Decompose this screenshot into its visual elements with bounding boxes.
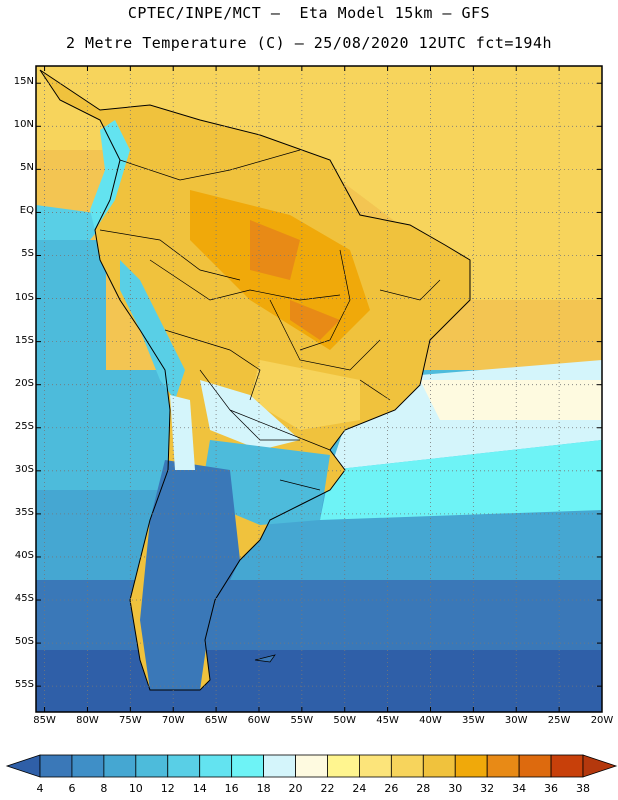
colorbar-label: 22 — [320, 782, 335, 795]
colorbar-label: 10 — [128, 782, 143, 795]
atlantic-cyan-band — [320, 440, 602, 520]
map-field — [36, 66, 602, 712]
pacific-warm-band — [36, 240, 106, 370]
lat-label: 10N — [13, 119, 34, 131]
colorbar-swatch — [518, 754, 552, 778]
colorbar-swatch — [103, 754, 137, 778]
lat-label: 5S — [21, 248, 34, 260]
lon-label: 30W — [504, 715, 528, 726]
colorbar-label: 30 — [448, 782, 463, 795]
lon-label: 75W — [119, 715, 142, 726]
lon-label: 35W — [462, 715, 485, 726]
colorbar-swatch — [295, 754, 328, 778]
lon-label: 20W — [590, 715, 614, 726]
map-ticks — [36, 66, 603, 712]
lon-label: 55W — [290, 715, 314, 726]
lat-label: 15S — [14, 334, 34, 346]
cold-region-patagonia — [140, 460, 240, 690]
hottest-region-west — [250, 220, 300, 280]
colorbar-label: 12 — [160, 782, 175, 795]
map-title-line-1: CPTEC/INPE/MCT — Eta Model 15km — GFS — [127, 4, 491, 22]
lon-label: 25W — [547, 715, 571, 726]
colorbar-swatch — [550, 754, 584, 778]
colorbar-arrow-low — [5, 754, 41, 778]
lon-label: 45W — [376, 715, 399, 726]
colorbar-swatch — [39, 754, 73, 778]
andes-cool-strip-central — [120, 260, 185, 400]
lon-label: 65W — [204, 715, 228, 726]
colorbar-swatch — [263, 754, 296, 778]
map-frame — [35, 65, 603, 713]
colorbar-label: 20 — [288, 782, 303, 795]
colorbar-label: 18 — [256, 782, 271, 795]
colorbar-label: 38 — [576, 782, 590, 795]
colorbar-label: 14 — [192, 782, 207, 795]
colorbar-label: 36 — [544, 782, 559, 795]
lat-label: 55S — [14, 679, 34, 691]
colorbar-label: 34 — [512, 782, 527, 795]
falkland-islands — [254, 654, 276, 663]
colorbar-label: 28 — [416, 782, 431, 795]
colorbar-swatch — [359, 754, 392, 778]
lon-label: 80W — [76, 715, 99, 726]
hottest-region-south — [290, 300, 340, 340]
colorbar-label: 16 — [224, 782, 239, 795]
lat-label: 50S — [14, 636, 34, 648]
lat-label: 30S — [14, 463, 34, 475]
colorbar-swatch — [327, 754, 360, 778]
colorbar-swatch — [390, 754, 424, 778]
lon-label: 50W — [333, 715, 357, 726]
colorbar — [5, 754, 618, 778]
colorbar-label: 26 — [384, 782, 399, 795]
lat-label: 20S — [14, 377, 34, 389]
lat-label: 35S — [14, 506, 34, 518]
southern-ocean-band-2 — [36, 580, 602, 650]
coastline — [39, 69, 471, 691]
lat-label: 5N — [20, 162, 34, 174]
andes-cool-strip-north — [90, 120, 130, 230]
lat-label: 25S — [14, 420, 34, 432]
atlantic-pale-band — [420, 380, 602, 420]
colorbar-swatch — [486, 754, 520, 778]
colorbar-swatch — [167, 754, 201, 778]
cool-region-paraguay — [200, 380, 300, 450]
lon-label: 60W — [247, 715, 271, 726]
colorbar-label: 6 — [68, 782, 76, 795]
colorbar-swatch — [231, 754, 264, 778]
lat-label: 15N — [13, 76, 34, 88]
lon-label: 40W — [419, 715, 442, 726]
lat-label: 45S — [14, 593, 34, 605]
colorbar-swatch — [135, 754, 169, 778]
andes-cool-strip-south — [170, 395, 195, 470]
colorbar-label: 4 — [36, 782, 44, 795]
warm-region-south-brazil — [250, 360, 360, 430]
colorbar-swatch — [199, 754, 233, 778]
colorbar-arrow-high — [582, 754, 618, 778]
colorbar-label: 24 — [352, 782, 367, 795]
colorbar-swatch — [71, 754, 105, 778]
colorbar-swatch — [422, 754, 456, 778]
lat-label: EQ — [19, 205, 34, 217]
colorbar-label: 32 — [480, 782, 495, 795]
lon-label: 85W — [33, 715, 56, 726]
lon-label: 70W — [161, 715, 185, 726]
colorbar-swatch — [454, 754, 488, 778]
lat-label: 10S — [14, 291, 34, 303]
country-borders — [99, 149, 441, 491]
map-title-line-2: 2 Metre Temperature (C) — 25/08/2020 12U… — [65, 34, 553, 52]
colorbar-label: 8 — [100, 782, 108, 795]
lat-label: 40S — [14, 549, 34, 561]
southern-ocean-band-3 — [36, 650, 602, 712]
